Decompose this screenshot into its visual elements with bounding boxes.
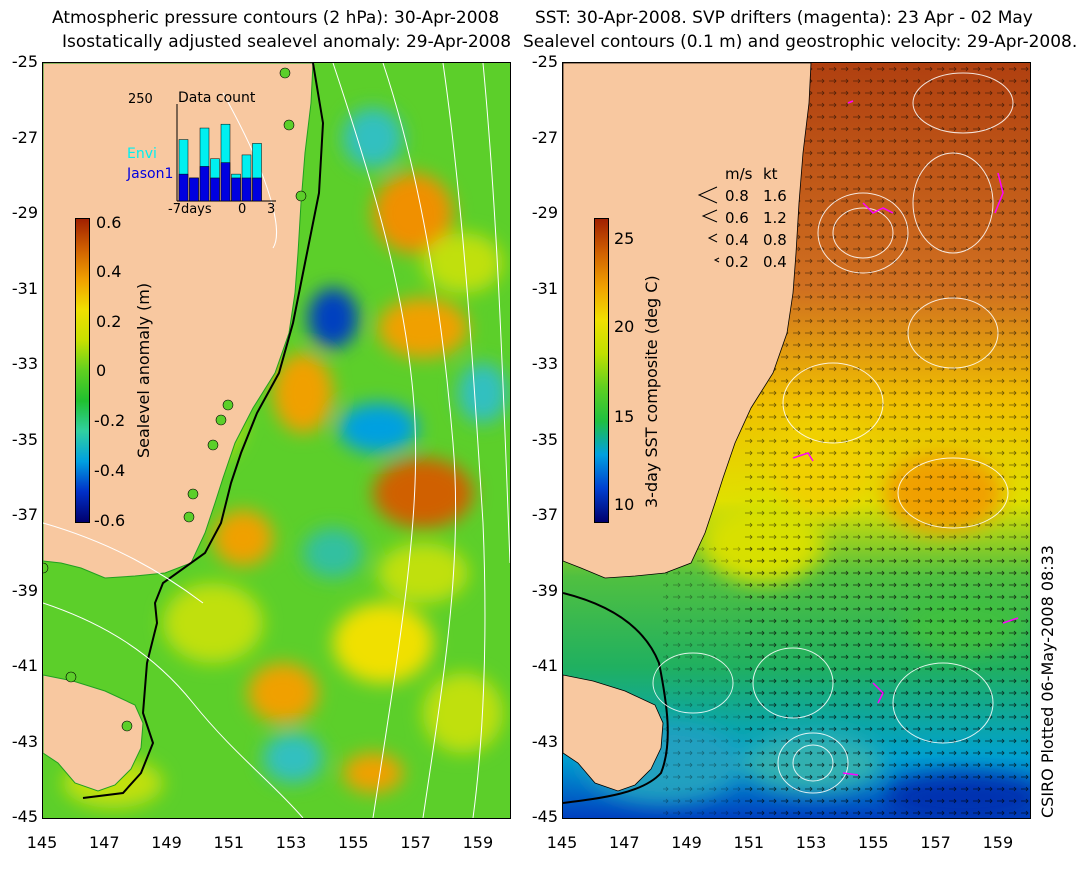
left-lat-tick: -43 bbox=[11, 731, 38, 751]
jason1-bar bbox=[220, 162, 231, 202]
right-lat-tick: -29 bbox=[531, 203, 558, 222]
velocity-ms-0.8: 0.8 bbox=[725, 187, 749, 205]
velocity-arrow-0.6 bbox=[701, 209, 718, 223]
jason1-bar bbox=[252, 177, 262, 202]
mainland-landmass bbox=[563, 63, 812, 579]
left-lon-tick: 155 bbox=[338, 833, 369, 852]
left-lat-tick: -37 bbox=[11, 505, 38, 524]
sl-tick-neg0.2: -0.2 bbox=[94, 411, 126, 430]
left-lat-tick: -31 bbox=[11, 278, 38, 298]
right-lon-tick: 149 bbox=[671, 833, 702, 852]
right-lat-tick: -39 bbox=[531, 580, 558, 600]
jason1-bar bbox=[178, 173, 189, 202]
sl-tick-0.4: 0.4 bbox=[96, 262, 122, 281]
left-lat-tick: -25 bbox=[11, 52, 38, 71]
right-lat-tick: -27 bbox=[531, 127, 558, 147]
velocity-ms-0.2: 0.2 bbox=[725, 253, 749, 271]
right-lat-tick: -43 bbox=[531, 731, 558, 751]
sealevel-anomaly-map bbox=[42, 62, 511, 819]
sl-tick-neg0.4: -0.4 bbox=[94, 461, 126, 480]
velocity-header-kt: kt bbox=[763, 165, 778, 183]
left-lat-tick: -33 bbox=[11, 354, 38, 373]
sst-map bbox=[562, 62, 1031, 819]
left-lat-tick: -41 bbox=[11, 656, 38, 675]
inset-x-label-end: 3 bbox=[267, 202, 276, 217]
right-title-line1: SST: 30-Apr-2008. SVP drifters (magenta)… bbox=[535, 8, 1033, 28]
data-count-inset: 250 Data count Envi Jason1 -7days 0 3 bbox=[120, 88, 285, 223]
left-lon-tick: 153 bbox=[275, 833, 307, 852]
inset-ymax-label: 250 bbox=[128, 92, 153, 107]
left-title-line2: Isostatically adjusted sealevel anomaly:… bbox=[62, 32, 512, 52]
sl-tick-0.2: 0.2 bbox=[96, 312, 122, 331]
velocity-arrow-0.8 bbox=[697, 186, 718, 204]
velocity-ms-0.4: 0.4 bbox=[725, 231, 749, 249]
left-lon-tick: 157 bbox=[400, 833, 431, 852]
left-title-line1: Atmospheric pressure contours (2 hPa): 3… bbox=[52, 8, 500, 28]
left-lat-tick: -45 bbox=[11, 807, 38, 826]
left-lat-tick: -35 bbox=[11, 429, 38, 449]
velocity-ms-0.6: 0.6 bbox=[725, 209, 749, 227]
right-lon-tick: 151 bbox=[733, 833, 765, 852]
velocity-kt-0.8: 0.8 bbox=[763, 231, 787, 249]
histogram-chart bbox=[176, 104, 276, 202]
right-lat-tick: -33 bbox=[531, 354, 558, 373]
velocity-kt-1.6: 1.6 bbox=[763, 187, 787, 205]
right-lon-tick: 155 bbox=[858, 833, 889, 852]
jason1-bar bbox=[210, 177, 220, 202]
right-lon-tick: 157 bbox=[920, 833, 951, 852]
right-lat-tick: -35 bbox=[531, 429, 558, 449]
velocity-kt-1.2: 1.2 bbox=[763, 209, 787, 227]
left-lon-tick: 149 bbox=[151, 833, 182, 852]
inset-x-label-start: -7days bbox=[168, 202, 212, 217]
legend-envi: Envi bbox=[127, 146, 157, 162]
jason1-bar bbox=[189, 177, 199, 202]
sl-tick-0: 0 bbox=[96, 361, 107, 380]
left-lon-tick: 159 bbox=[462, 833, 494, 852]
sst-tick-10: 10 bbox=[614, 495, 635, 514]
sealevel-colorbar bbox=[75, 218, 90, 523]
left-lat-tick: -39 bbox=[11, 580, 38, 600]
jason1-bar bbox=[231, 177, 241, 202]
sst-colorbar bbox=[594, 218, 609, 523]
inset-x-label-zero: 0 bbox=[238, 202, 247, 217]
left-lon-tick: 151 bbox=[213, 833, 245, 852]
sst-tick-25: 25 bbox=[614, 229, 635, 248]
sl-tick-neg0.6: -0.6 bbox=[94, 511, 126, 530]
right-lat-tick: -41 bbox=[531, 656, 558, 675]
sst-tick-15: 15 bbox=[614, 407, 635, 426]
tasmania-landmass bbox=[43, 674, 144, 792]
right-lat-tick: -45 bbox=[531, 807, 558, 826]
velocity-arrow-0.2 bbox=[713, 257, 720, 263]
left-lon-tick: 147 bbox=[88, 833, 120, 852]
left-lat-tick: -27 bbox=[11, 127, 38, 147]
right-lon-tick: 145 bbox=[546, 833, 578, 852]
velocity-header-ms: m/s bbox=[725, 165, 753, 183]
velocity-legend: m/s kt 0.8 1.6 0.6 1.2 0.4 0.8 0.2 0.4 bbox=[695, 165, 805, 275]
legend-jason1: Jason1 bbox=[127, 166, 174, 182]
jason1-bar bbox=[199, 166, 210, 202]
right-lat-tick: -25 bbox=[531, 52, 558, 71]
right-lon-tick: 147 bbox=[608, 833, 640, 852]
right-lon-tick: 153 bbox=[795, 833, 827, 852]
right-lon-tick: 159 bbox=[982, 833, 1014, 852]
jason1-bar bbox=[241, 177, 252, 202]
right-title-line2: Sealevel contours (0.1 m) and geostrophi… bbox=[523, 32, 1078, 52]
velocity-kt-0.4: 0.4 bbox=[763, 253, 787, 271]
left-lat-tick: -29 bbox=[11, 203, 38, 222]
left-lon-tick: 145 bbox=[26, 833, 58, 852]
sst-colorbar-label: 3-day SST composite (deg C) bbox=[642, 275, 661, 508]
velocity-arrow-0.4 bbox=[707, 233, 718, 243]
right-lat-tick: -31 bbox=[531, 278, 558, 298]
sst-tick-20: 20 bbox=[614, 317, 635, 336]
inset-title: Data count bbox=[178, 90, 256, 106]
right-lat-tick: -37 bbox=[531, 505, 558, 524]
sealevel-colorbar-label: Sealevel anomaly (m) bbox=[134, 282, 153, 458]
credit-text: CSIRO Plotted 06-May-2008 08:33 bbox=[1038, 545, 1057, 818]
sl-tick-0.6: 0.6 bbox=[96, 213, 122, 232]
tasmania-landmass bbox=[563, 674, 664, 792]
